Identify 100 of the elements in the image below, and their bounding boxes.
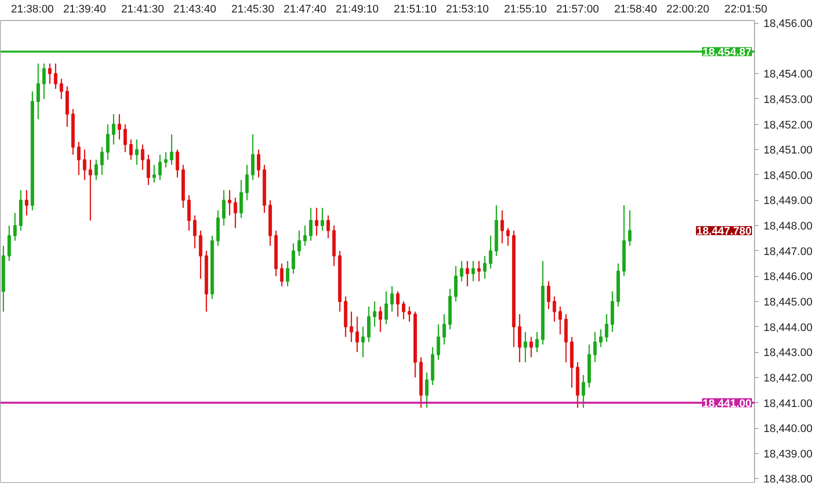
y-tick-label: 18,448.00: [764, 220, 812, 233]
candlestick: [135, 138, 139, 166]
y-tick-label: 18,439.00: [764, 448, 812, 460]
candlestick: [193, 214, 197, 249]
x-tick-label: 21:55:10: [504, 4, 547, 16]
candlestick: [176, 149, 180, 178]
candlestick: [152, 164, 156, 184]
candlestick: [239, 179, 243, 219]
y-tick-label: 18,456.00: [764, 18, 812, 30]
candlestick: [488, 235, 492, 270]
candlestick: [524, 331, 528, 363]
candlestick: [36, 62, 40, 120]
candlestick: [326, 214, 330, 239]
x-tick-label: 22:00:20: [666, 4, 710, 16]
candlestick: [256, 149, 260, 178]
candlestick: [297, 230, 301, 257]
candlestick: [100, 146, 104, 176]
candlestick: [222, 190, 226, 226]
candlestick: [140, 144, 144, 170]
y-tick-label: 18,441.00: [764, 398, 812, 410]
x-tick-label: 21:43:40: [173, 4, 216, 16]
candlestick: [460, 260, 464, 282]
candlestick: [198, 230, 202, 280]
candlestick: [610, 290, 614, 332]
candlestick: [582, 374, 586, 408]
ref-line-label: 18,454.87: [702, 46, 752, 59]
y-tick-label: 18,452.00: [764, 119, 812, 132]
candlestick: [367, 306, 371, 343]
y-tick-label: 18,440.00: [764, 423, 812, 436]
x-tick-label: 21:57:00: [556, 4, 600, 16]
candlestick: [558, 306, 562, 336]
y-tick-label: 18,450.00: [764, 170, 812, 182]
candlestick: [320, 207, 324, 232]
candlestick: [477, 260, 481, 282]
candlestick: [599, 328, 603, 348]
candlestick: [170, 134, 174, 166]
candlestick: [454, 265, 458, 302]
candlestick: [355, 316, 359, 353]
candlestick: [425, 372, 429, 408]
candlestick: [303, 224, 307, 246]
candlestick: [350, 311, 354, 343]
candlestick: [314, 207, 318, 236]
candlestick: [164, 152, 168, 168]
candlestick: [442, 314, 446, 346]
candlestick: [228, 190, 232, 216]
candlestick: [234, 197, 238, 229]
candlestick: [88, 159, 92, 222]
candlestick: [123, 124, 127, 153]
y-tick-label: 18,454.00: [764, 68, 812, 81]
candlestick: [54, 62, 58, 90]
candlestick: [24, 190, 28, 216]
y-tick-label: 18,449.00: [764, 195, 812, 208]
candlestick: [94, 159, 98, 181]
candlestick: [7, 224, 11, 262]
ref-line-label: 18,441.00: [702, 398, 752, 410]
y-tick-label: 18,453.00: [764, 94, 812, 106]
candlestick: [60, 78, 64, 100]
y-tick-label: 18,438.00: [764, 474, 812, 486]
y-tick-label: 18,447.00: [764, 246, 812, 258]
x-tick-label: 21:38:00: [10, 4, 54, 16]
candlestick: [251, 134, 255, 181]
x-tick-label: 21:49:10: [336, 4, 379, 16]
candlestick: [77, 141, 81, 176]
x-tick-label: 21:45:30: [231, 4, 274, 16]
candlestick: [552, 296, 556, 322]
candlestick: [48, 62, 52, 84]
candlestick: [529, 336, 533, 358]
candlestick: [628, 210, 632, 246]
candlestick: [286, 260, 290, 287]
candlestick: [372, 300, 376, 328]
candlestick: [378, 306, 382, 332]
candlestick: [309, 207, 313, 242]
candlestick: [402, 300, 406, 320]
candlestick: [396, 290, 400, 318]
candlestick: [436, 324, 440, 360]
y-tick-label: 18,443.00: [764, 347, 812, 360]
candlestick: [506, 227, 510, 246]
y-tick-label: 18,451.00: [764, 144, 812, 157]
x-tick-label: 21:51:10: [394, 4, 437, 16]
candlestick: [118, 114, 122, 140]
y-tick-label: 18,446.00: [764, 271, 812, 284]
x-tick-label: 21:41:30: [121, 4, 164, 16]
candlestick: [483, 255, 487, 280]
candlestick: [518, 314, 522, 363]
candlestick: [82, 149, 86, 181]
candlestick: [106, 124, 110, 160]
candlestick: [361, 326, 365, 358]
x-tick-label: 21:53:10: [446, 4, 489, 16]
candlestick: [65, 86, 69, 128]
x-tick-label: 22:01:50: [724, 4, 768, 16]
y-tick-label: 18,444.00: [764, 322, 812, 334]
x-tick-label: 21:58:40: [614, 4, 658, 16]
x-tick-label: 21:47:40: [284, 4, 326, 16]
y-tick-label: 18,445.00: [764, 296, 812, 308]
candlestick: [112, 114, 116, 146]
candlestick: [408, 306, 412, 322]
candlestick: [146, 154, 150, 186]
y-tick-label: 18,442.00: [764, 372, 812, 384]
candlestick: [546, 280, 550, 310]
candlestick: [292, 242, 296, 274]
